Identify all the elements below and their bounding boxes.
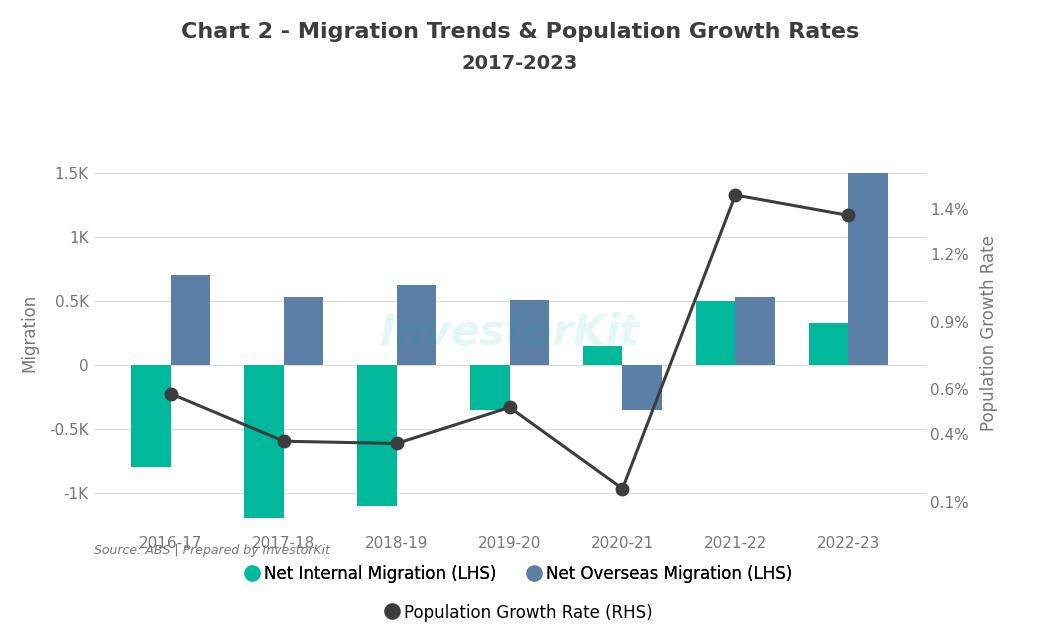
Text: Chart 2 - Migration Trends & Population Growth Rates: Chart 2 - Migration Trends & Population … <box>181 22 859 42</box>
Bar <box>244 365 284 518</box>
Bar <box>131 365 171 467</box>
Bar <box>809 323 849 365</box>
Bar <box>583 346 623 365</box>
Bar <box>357 365 396 506</box>
Bar <box>623 365 662 410</box>
Text: 2017-2023: 2017-2023 <box>462 54 578 74</box>
Legend: Net Internal Migration (LHS), Net Overseas Migration (LHS): Net Internal Migration (LHS), Net Overse… <box>240 559 800 590</box>
Legend: Population Growth Rate (RHS): Population Growth Rate (RHS) <box>381 597 659 628</box>
Y-axis label: Migration: Migration <box>20 294 38 372</box>
Bar <box>849 173 888 365</box>
Text: InvestorKit: InvestorKit <box>380 312 640 354</box>
Bar <box>696 301 735 365</box>
Bar <box>284 297 323 365</box>
Bar <box>510 300 549 365</box>
Bar <box>470 365 510 410</box>
Text: Source: ABS | Prepared by InvestorKit: Source: ABS | Prepared by InvestorKit <box>94 543 330 557</box>
Bar <box>396 285 436 365</box>
Bar <box>171 275 210 365</box>
Bar <box>735 297 775 365</box>
Y-axis label: Population Growth Rate: Population Growth Rate <box>981 235 998 431</box>
